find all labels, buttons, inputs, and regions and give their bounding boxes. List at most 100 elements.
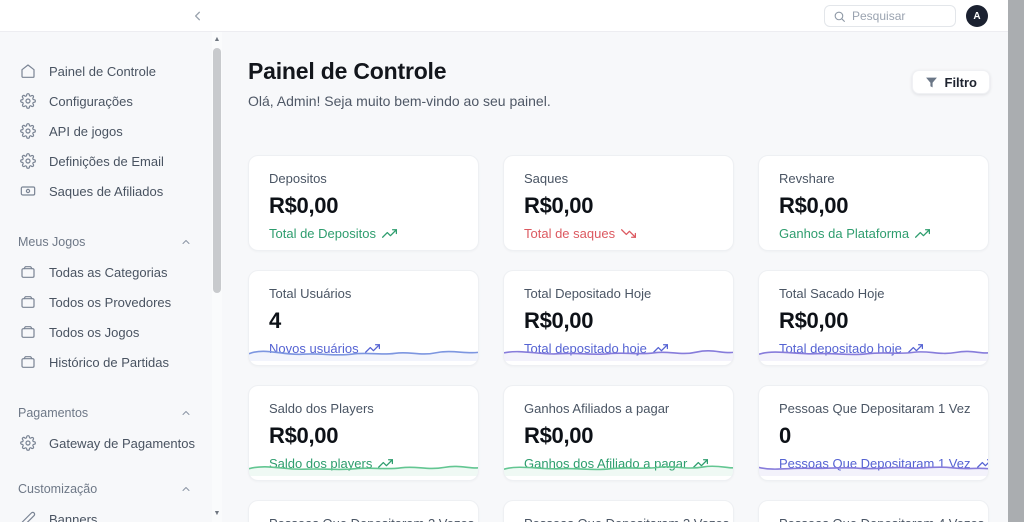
search-box[interactable] — [824, 5, 956, 27]
sidebar-item-todos-os-provedores[interactable]: Todos os Provedores — [0, 287, 212, 317]
sidebar-item-label: Painel de Controle — [49, 63, 156, 79]
card-footer: Ganhos da Plataforma — [779, 226, 968, 241]
sidebar-scrollbar-thumb[interactable] — [213, 48, 221, 293]
sidebar-item-api-de-jogos[interactable]: API de jogos — [0, 116, 212, 146]
page-scrollbar[interactable] — [1008, 0, 1024, 522]
card-title: Saldo dos Players — [269, 401, 374, 416]
sidebar-item-label: Todos os Provedores — [49, 294, 172, 310]
card-title: Depositos — [269, 171, 327, 186]
sidebar-scrollbar[interactable]: ▲ ▼ — [212, 32, 222, 522]
sparkline — [249, 341, 478, 361]
card-title: Saques — [524, 171, 569, 186]
card-footer: Total de saques — [524, 226, 713, 241]
card-footer: Total depositado hoje — [779, 341, 968, 356]
filter-button[interactable]: Filtro — [911, 70, 990, 94]
sidebar-section-title: Meus Jogos — [18, 235, 86, 249]
sidebar-item-todos-os-jogos[interactable]: Todos os Jogos — [0, 317, 212, 347]
stat-card-saques: Saques R$0,00 Total de saques — [503, 155, 734, 251]
card-value: R$0,00 — [269, 423, 339, 448]
sidebar-section-customizacao[interactable]: Customização — [0, 474, 212, 504]
card-title: Pessoas Que Depositaram 3 Vezes — [524, 516, 729, 522]
card-footer-label: Ganhos da Plataforma — [779, 226, 910, 241]
stat-card-depositaram-2-vezes: Pessoas Que Depositaram 2 Vezes — [248, 500, 479, 522]
card-value: R$0,00 — [779, 308, 849, 333]
card-title: Pessoas Que Depositaram 1 Vez — [779, 401, 971, 416]
card-footer: Saldo dos players — [269, 456, 458, 471]
stat-card-depositaram-4-vezes: Pessoas Que Depositaram 4 Vezes ou mais — [758, 500, 989, 522]
pen-icon — [20, 511, 36, 522]
sidebar-item-configuracoes[interactable]: Configurações — [0, 86, 212, 116]
sidebar-section-pagamentos[interactable]: Pagamentos — [0, 398, 212, 428]
trending-down-icon — [621, 226, 637, 241]
funnel-icon — [925, 76, 938, 89]
card-footer: Total depositado hoje — [524, 341, 713, 356]
search-input[interactable] — [852, 9, 947, 23]
sidebar-item-definicoes-de-email[interactable]: Definições de Email — [0, 146, 212, 176]
page-subtitle: Olá, Admin! Seja muito bem-vindo ao seu … — [248, 93, 551, 109]
card-footer-label: Total depositado hoje — [524, 341, 647, 356]
sidebar-item-label: Banners — [49, 511, 98, 522]
stat-card-saldo-dos-players: Saldo dos Players R$0,00 Saldo dos playe… — [248, 385, 479, 481]
trending-up-icon — [915, 226, 931, 241]
card-title: Total Usuários — [269, 286, 352, 301]
sidebar-item-label: Gateway de Pagamentos — [49, 435, 195, 451]
card-footer: Novos usuários — [269, 341, 458, 356]
card-title: Ganhos Afiliados a pagar — [524, 401, 670, 416]
avatar[interactable]: A — [966, 5, 988, 27]
back-chevron-icon[interactable] — [190, 8, 205, 23]
sidebar-section-title: Customização — [18, 482, 98, 496]
gear-icon — [20, 435, 36, 451]
trending-up-icon — [652, 341, 668, 356]
sidebar-item-label: Histórico de Partidas — [49, 354, 169, 370]
card-footer-label: Novos usuários — [269, 341, 359, 356]
card-footer: Ganhos dos Afiliado a pagar — [524, 456, 713, 471]
stat-cards-grid: Depositos R$0,00 Total de Depositos Saqu… — [248, 155, 989, 522]
stat-card-revshare: Revshare R$0,00 Ganhos da Plataforma — [758, 155, 989, 251]
trending-up-icon — [693, 456, 709, 471]
topbar: A — [0, 0, 1008, 32]
scroll-up-icon[interactable]: ▲ — [213, 36, 221, 43]
sidebar-section-title: Pagamentos — [18, 406, 89, 420]
card-footer-label: Total de Depositos — [269, 226, 376, 241]
sidebar-item-gateway-de-pagamentos[interactable]: Gateway de Pagamentos — [0, 428, 212, 458]
sidebar-item-painel-de-controle[interactable]: Painel de Controle — [0, 56, 212, 86]
sparkline — [759, 456, 988, 476]
card-value: R$0,00 — [779, 193, 849, 218]
sidebar-item-banners[interactable]: Banners — [0, 504, 212, 522]
sidebar-item-label: Todas as Categorias — [49, 264, 168, 280]
page-title: Painel de Controle — [248, 58, 447, 84]
card-title: Pessoas Que Depositaram 2 Vezes — [269, 516, 474, 522]
filter-button-label: Filtro — [944, 74, 978, 90]
sidebar-item-label: Todos os Jogos — [49, 324, 140, 340]
stat-card-depositaram-1-vez: Pessoas Que Depositaram 1 Vez 0 Pessoas … — [758, 385, 989, 481]
sidebar-section-meus-jogos[interactable]: Meus Jogos — [0, 227, 212, 257]
card-value: R$0,00 — [524, 308, 594, 333]
card-title: Pessoas Que Depositaram 4 Vezes ou mais — [779, 516, 988, 522]
sparkline — [504, 456, 733, 476]
chevron-up-icon — [180, 407, 192, 419]
sidebar-item-saques-de-afiliados[interactable]: Saques de Afiliados — [0, 176, 212, 206]
card-title: Total Sacado Hoje — [779, 286, 885, 301]
stat-card-ganhos-afiliados: Ganhos Afiliados a pagar R$0,00 Ganhos d… — [503, 385, 734, 481]
card-value: R$0,00 — [269, 193, 339, 218]
sidebar-item-label: Saques de Afiliados — [49, 183, 164, 199]
sidebar-item-todas-as-categorias[interactable]: Todas as Categorias — [0, 257, 212, 287]
stat-card-total-sacado-hoje: Total Sacado Hoje R$0,00 Total depositad… — [758, 270, 989, 366]
card-title: Revshare — [779, 171, 835, 186]
card-footer-label: Ganhos dos Afiliado a pagar — [524, 456, 688, 471]
trending-up-icon — [381, 226, 397, 241]
scroll-down-icon[interactable]: ▼ — [213, 510, 221, 517]
gear-icon — [20, 123, 36, 139]
card-value: 0 — [779, 423, 791, 448]
sidebar-item-historico-de-partidas[interactable]: Histórico de Partidas — [0, 347, 212, 377]
main-content: Painel de Controle Olá, Admin! Seja muit… — [222, 32, 1008, 522]
drawer-icon — [20, 354, 36, 370]
gear-icon — [20, 153, 36, 169]
chevron-up-icon — [180, 483, 192, 495]
trending-up-icon — [378, 456, 394, 471]
banknote-icon — [20, 183, 36, 199]
card-footer: Total de Depositos — [269, 226, 458, 241]
sidebar: Painel de Controle Configurações API de … — [0, 32, 212, 522]
card-value: R$0,00 — [524, 193, 594, 218]
page-scrollbar-thumb[interactable] — [1008, 0, 1024, 522]
